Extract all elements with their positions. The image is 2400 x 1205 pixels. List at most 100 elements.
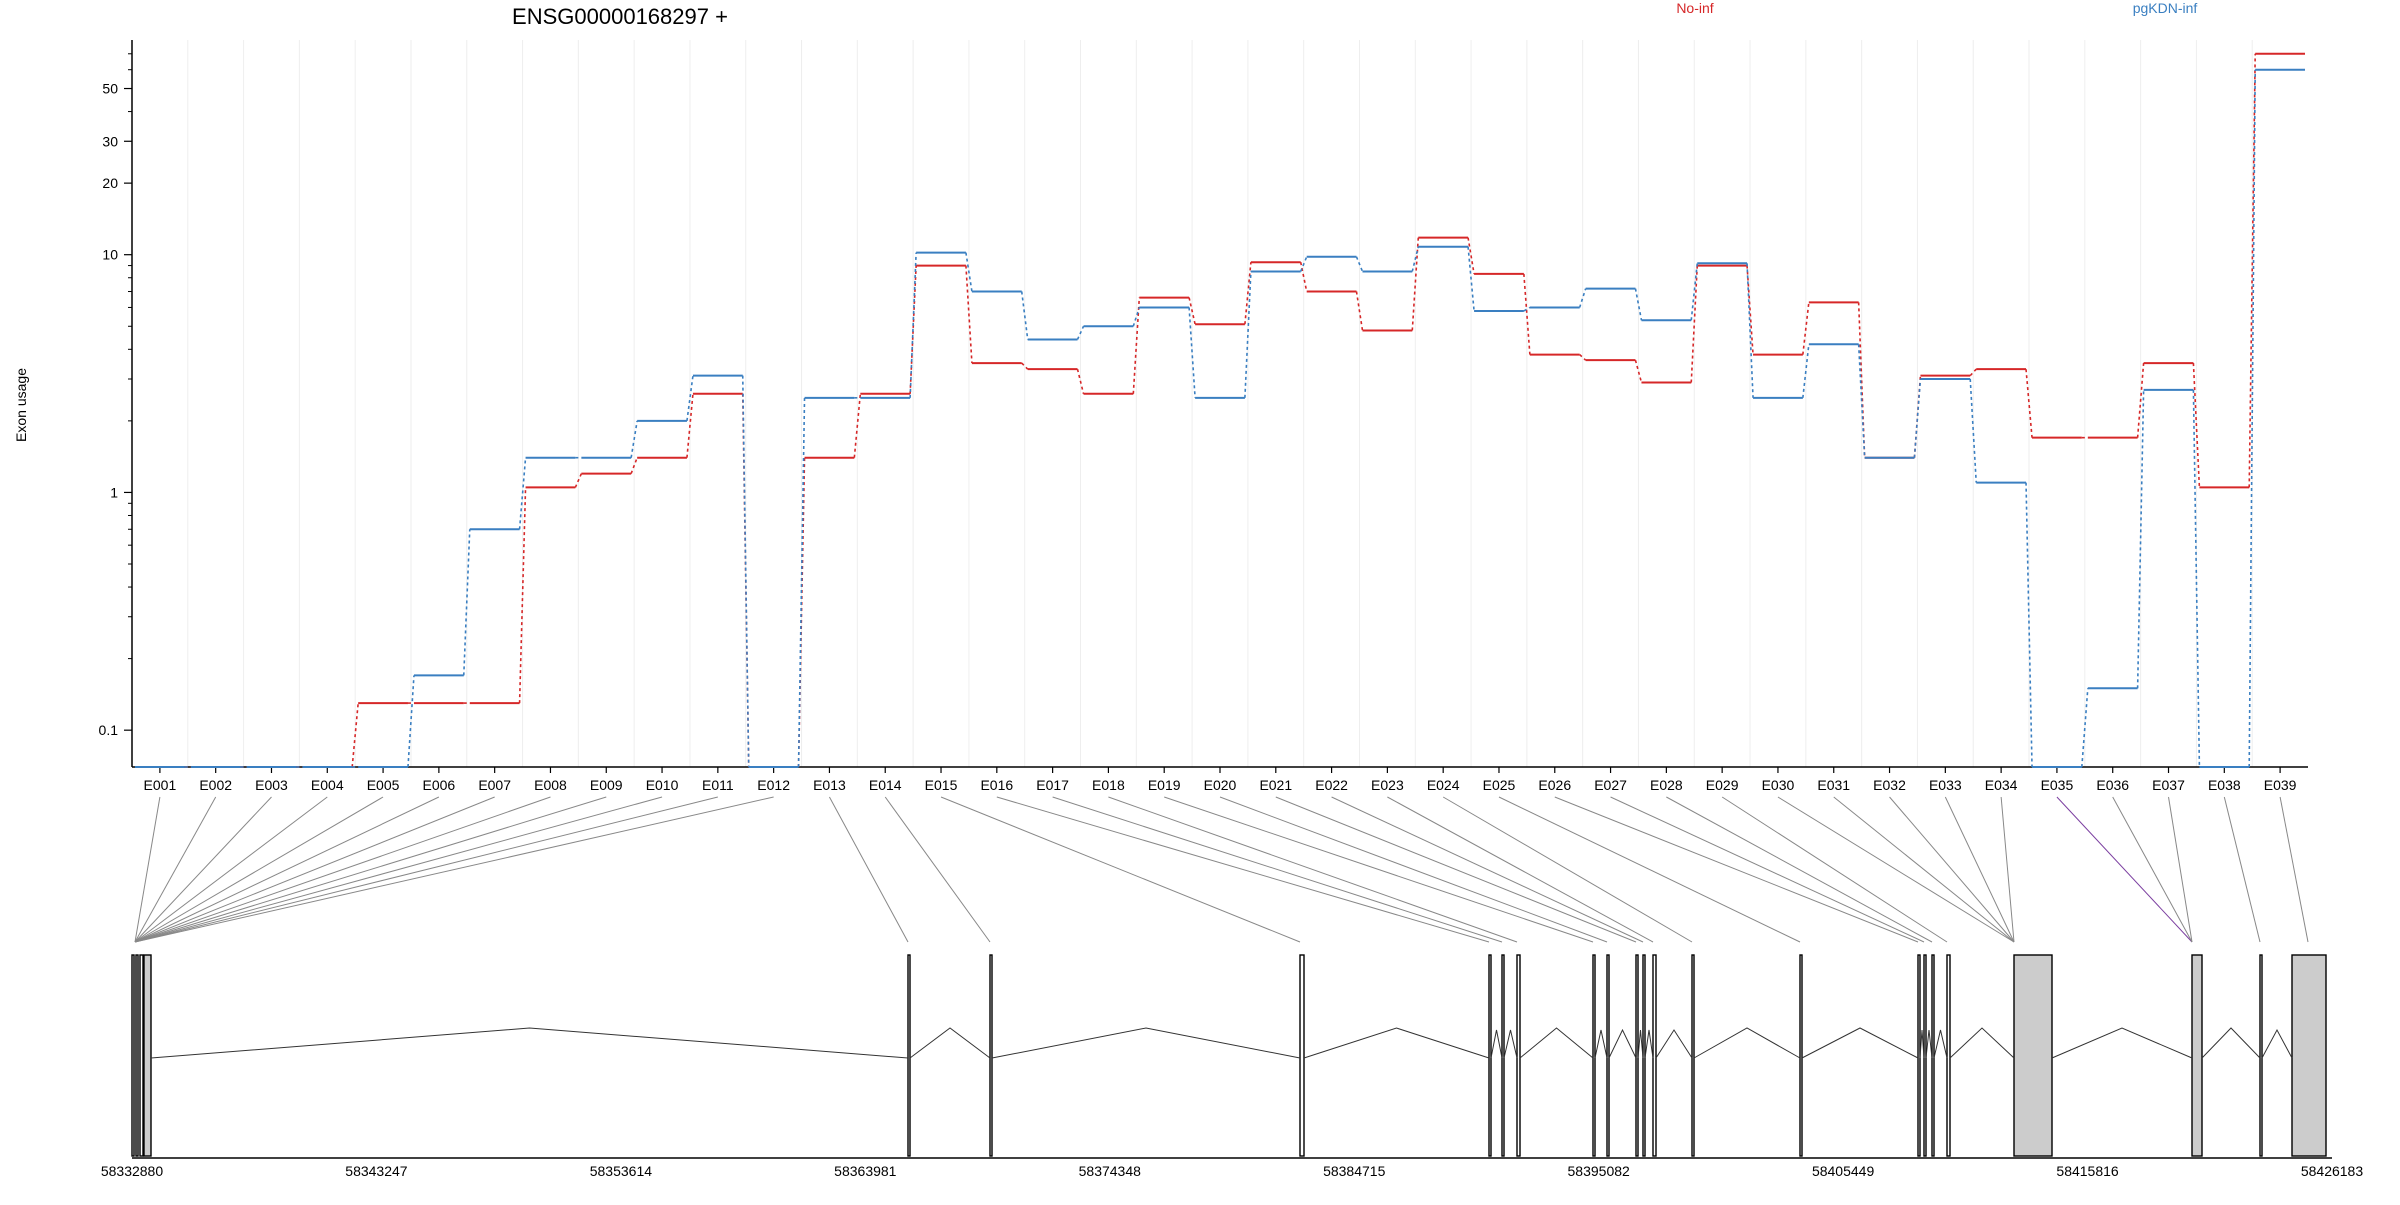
exon-block [907, 954, 911, 1157]
series-0-transition [574, 473, 583, 488]
series-1-transition [909, 252, 917, 398]
x-tick-label-e033: E033 [1929, 777, 1962, 793]
x-tick-label-e002: E002 [199, 777, 232, 793]
exon-connectors [134, 796, 2309, 943]
x-tick-label-e025: E025 [1483, 777, 1516, 793]
exon-block [1501, 954, 1505, 1157]
genome-tick-label: 58395082 [1568, 1163, 1631, 1179]
series-1-transition [2248, 69, 2257, 768]
connector-line [1721, 796, 1948, 943]
connector-line [134, 796, 663, 943]
connector-line [1944, 796, 2015, 943]
series-1-transition [630, 420, 638, 458]
x-tick-label-e019: E019 [1148, 777, 1181, 793]
x-tick-label-e016: E016 [980, 777, 1013, 793]
intron-line [150, 1027, 909, 1059]
y-tick-label: 30 [102, 133, 118, 149]
series-1-transition [2136, 389, 2145, 689]
exon-block [143, 954, 152, 1157]
series-0 [135, 52, 2305, 768]
intron-line [1519, 1027, 1594, 1059]
x-tick-label-e015: E015 [925, 777, 958, 793]
series-1-transition [686, 375, 694, 421]
series-1-transition [1969, 378, 1978, 483]
y-axis-label: Exon usage [13, 368, 29, 442]
x-tick-label-e014: E014 [869, 777, 902, 793]
x-tick-label-e008: E008 [534, 777, 567, 793]
connector-line [2056, 796, 2193, 943]
series-1-transition [1857, 344, 1866, 458]
x-tick-label-e028: E028 [1650, 777, 1683, 793]
series-0-transition [1355, 291, 1364, 331]
series-1-transition [1746, 263, 1754, 398]
series-1-transition [1523, 306, 1531, 312]
series-0-transition [1857, 302, 1866, 458]
series-0-transition [965, 265, 973, 364]
x-tick-label-e023: E023 [1371, 777, 1404, 793]
connector-line [1554, 796, 1919, 943]
x-tick-label-e003: E003 [255, 777, 288, 793]
connector-line [1666, 796, 1933, 943]
grid-lines [187, 40, 2253, 767]
intron-line [1490, 1029, 1503, 1059]
chart-title: ENSG00000168297 + [512, 4, 728, 29]
series-1-transition [1802, 344, 1810, 398]
intron-line [1655, 1029, 1693, 1059]
connector-line [2279, 796, 2309, 943]
exon-block [2291, 954, 2327, 1157]
series-1-transition [1299, 256, 1308, 272]
x-tick-label-e038: E038 [2208, 777, 2241, 793]
genome-tick-label: 58426183 [2301, 1163, 2364, 1179]
series-0-transition [686, 393, 694, 458]
genome-tick-label: 58405449 [1812, 1163, 1875, 1179]
y-tick-label: 10 [102, 247, 118, 263]
connector-line [1219, 796, 1608, 943]
intron-line [1933, 1029, 1948, 1059]
connector-line [134, 796, 495, 943]
exon-block [1931, 954, 1935, 1157]
y-tick-label: 50 [102, 81, 118, 97]
x-tick-label-e012: E012 [757, 777, 790, 793]
connector-line [828, 796, 909, 943]
connector-line [134, 796, 718, 943]
connector-line [1275, 796, 1637, 943]
x-tick-label-e005: E005 [367, 777, 400, 793]
legend-no-inf: No-inf [1676, 0, 1713, 16]
series-1-transition [1076, 325, 1085, 340]
intron-line [1303, 1027, 1490, 1059]
series-0-transition [1299, 262, 1308, 292]
connector-line [1331, 796, 1644, 943]
connector-line [134, 796, 161, 943]
axes: 0.1 1 10 20 30 50 E001 E002 E003 E004 E005 E006 E007… [99, 40, 2308, 793]
exon-block [1799, 954, 1803, 1157]
exon-block [2013, 954, 2053, 1157]
series-1-transition [965, 252, 973, 292]
x-tick-label-e017: E017 [1036, 777, 1069, 793]
series-0-transition [1188, 297, 1196, 325]
exon-block [1488, 954, 1492, 1157]
connector-line [1108, 796, 1518, 943]
exon-block [1946, 954, 1951, 1157]
genome-tick-label: 58343247 [345, 1163, 408, 1179]
intron-line [1949, 1027, 2015, 1059]
exon-block [1299, 954, 1305, 1157]
connector-line [1164, 796, 1594, 943]
connector-line [1387, 796, 1654, 943]
connector-line [2223, 796, 2261, 943]
genome-tick-label: 58384715 [1323, 1163, 1386, 1179]
x-tick-label-e024: E024 [1427, 777, 1460, 793]
x-tick-label-e020: E020 [1204, 777, 1237, 793]
connector-line [1777, 796, 2015, 943]
connector-line [134, 796, 217, 943]
intron-line [1693, 1027, 1801, 1059]
x-tick-label-e006: E006 [423, 777, 456, 793]
y-tick-label: 20 [102, 175, 118, 191]
connector-line [1442, 796, 1693, 943]
connector-line [134, 796, 328, 943]
intron-line [1925, 1029, 1933, 1059]
x-tick-label-e010: E010 [646, 777, 679, 793]
series-0-transition [1132, 297, 1141, 394]
connector-line [1052, 796, 1503, 943]
genome-tick-label: 58374348 [1079, 1163, 1142, 1179]
